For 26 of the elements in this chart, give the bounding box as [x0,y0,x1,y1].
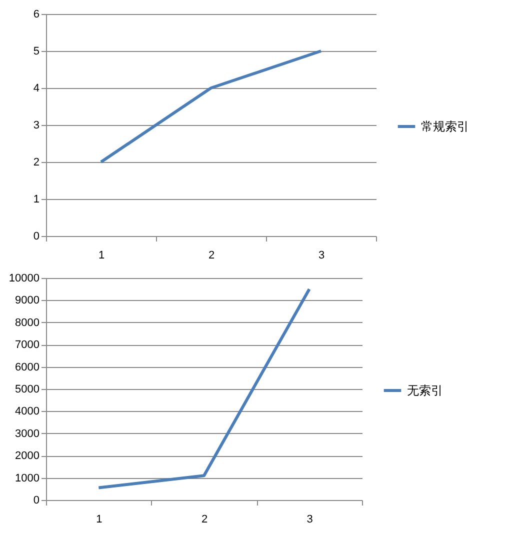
y-tick-label: 4 [33,82,40,94]
x-tick-label: 1 [98,250,105,262]
y-tick-label: 10000 [8,272,40,284]
y-tick-label: 5000 [15,384,40,396]
y-tick-label: 3000 [15,428,40,440]
y-tick-label: 1 [33,194,40,206]
legend-label: 无索引 [407,384,443,398]
y-tick-label: 4000 [15,406,40,418]
x-tick-label: 3 [306,514,313,526]
y-tick-label: 0 [33,494,40,506]
y-tick-label: 5 [33,46,40,58]
y-tick-label: 2 [33,156,40,168]
x-tick-label: 3 [318,250,325,262]
y-tick-label: 2000 [15,450,40,462]
x-tick-label: 1 [96,514,102,526]
y-tick-label: 3 [33,120,40,132]
x-tick-label: 2 [208,250,215,262]
y-tick-label: 6 [33,8,40,20]
legend-label: 常规索引 [421,120,469,134]
y-tick-label: 6000 [15,361,40,374]
y-tick-label: 7000 [15,339,40,352]
y-tick-label: 8000 [15,316,40,329]
y-tick-label: 0 [33,230,40,242]
y-tick-label: 1000 [15,472,40,484]
x-tick-label: 2 [201,514,208,526]
y-tick-label: 9000 [15,294,40,307]
